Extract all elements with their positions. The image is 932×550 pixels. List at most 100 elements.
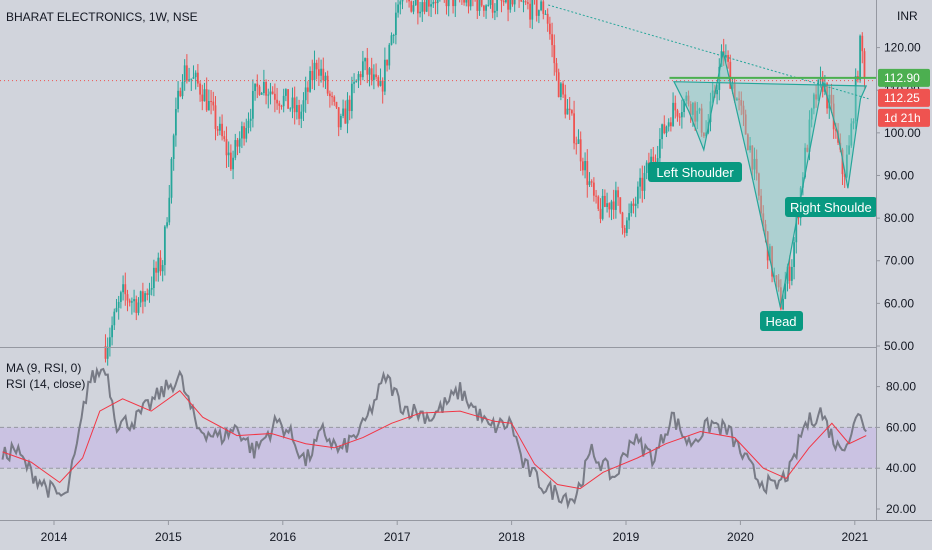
- candle: [430, 0, 432, 17]
- candle: [304, 76, 307, 113]
- price-axis[interactable]: 50.0060.0070.0080.0090.00100.00110.00120…: [876, 0, 932, 520]
- candle: [735, 97, 738, 101]
- price-pane[interactable]: [0, 0, 876, 366]
- candle: [702, 132, 705, 139]
- candle: [746, 133, 749, 151]
- candle: [311, 59, 314, 90]
- candle: [397, 0, 399, 18]
- candle: [419, 1, 421, 18]
- right-shoulder-label[interactable]: Right Shoulde: [785, 197, 877, 217]
- candle: [639, 168, 641, 199]
- candle: [861, 32, 864, 64]
- candle: [641, 165, 644, 203]
- candle: [555, 57, 558, 81]
- candle: [104, 334, 107, 363]
- svg-text:1d 21h: 1d 21h: [884, 111, 921, 125]
- candle: [388, 42, 391, 70]
- candle: [608, 202, 611, 218]
- candle: [700, 103, 703, 137]
- candle: [790, 259, 793, 286]
- candle: [196, 64, 199, 87]
- candle: [454, 0, 457, 18]
- candle: [247, 112, 250, 134]
- candle: [625, 217, 628, 237]
- candle: [749, 136, 751, 153]
- candle: [432, 0, 435, 8]
- candle: [425, 0, 428, 13]
- candle: [830, 83, 833, 114]
- candle: [280, 104, 283, 110]
- candle: [445, 0, 448, 15]
- price-tags: 112.90 112.25 1d 21h: [878, 68, 930, 127]
- candle: [245, 118, 248, 143]
- rsi-legend: RSI (14, close): [6, 377, 85, 391]
- candle: [306, 81, 309, 105]
- candle: [124, 272, 127, 306]
- candle: [463, 0, 465, 6]
- candle: [509, 0, 512, 13]
- candle: [436, 0, 439, 15]
- time-axis[interactable]: 2014 2015 2016 2017 2018 2019 2020 2021: [0, 520, 932, 544]
- candle: [210, 90, 212, 115]
- candle: [163, 225, 166, 276]
- price-tick-label: 70.00: [884, 254, 914, 268]
- candle: [172, 133, 175, 171]
- candle: [564, 84, 567, 119]
- candle: [674, 95, 677, 119]
- candle: [256, 74, 259, 99]
- candle: [177, 81, 179, 113]
- right-shoulder-label-text: Right Shoulde: [790, 200, 872, 215]
- candle: [526, 0, 529, 10]
- left-shoulder-label[interactable]: Left Shoulder: [648, 162, 742, 182]
- rsi-tick-label: 80.00: [886, 380, 916, 394]
- ma-legend: MA (9, RSI, 0): [6, 361, 81, 375]
- candle: [269, 82, 272, 105]
- candle: [152, 259, 155, 297]
- rsi-pane[interactable]: [0, 366, 876, 510]
- candle: [218, 116, 221, 136]
- candle: [696, 101, 699, 129]
- candle: [751, 145, 754, 179]
- candle: [522, 0, 525, 13]
- candle: [667, 118, 670, 132]
- candle: [727, 50, 729, 69]
- candle: [733, 77, 736, 103]
- candle: [676, 108, 679, 122]
- candle: [168, 185, 171, 226]
- candle: [333, 95, 336, 106]
- candle: [144, 291, 146, 307]
- candle: [203, 82, 206, 102]
- candle: [291, 87, 294, 119]
- candle: [661, 123, 663, 149]
- candle: [817, 79, 820, 102]
- price-tag: 1d 21h: [878, 108, 930, 127]
- time-tick-label: 2021: [841, 530, 868, 544]
- candle: [632, 198, 635, 214]
- candle: [302, 92, 305, 121]
- candle: [863, 48, 866, 89]
- candle: [313, 50, 316, 91]
- candle: [183, 59, 186, 91]
- candle: [537, 9, 540, 24]
- time-axis-ticks: 2014 2015 2016 2017 2018 2019 2020 2021: [41, 520, 868, 544]
- candle: [491, 0, 494, 19]
- candle: [788, 255, 791, 289]
- head-label[interactable]: Head: [760, 311, 803, 331]
- rsi-line: [1, 366, 867, 510]
- candle: [755, 149, 758, 181]
- candle: [689, 101, 692, 123]
- candle: [335, 101, 338, 110]
- candle: [188, 67, 190, 83]
- candle: [293, 86, 296, 125]
- candle: [379, 68, 382, 87]
- candle: [485, 4, 487, 19]
- candle: [518, 0, 520, 8]
- candle: [705, 120, 707, 139]
- candle: [159, 250, 162, 276]
- candle: [161, 260, 164, 282]
- candle: [337, 107, 340, 137]
- candle: [507, 0, 509, 22]
- candle: [663, 115, 666, 135]
- candle: [410, 0, 413, 13]
